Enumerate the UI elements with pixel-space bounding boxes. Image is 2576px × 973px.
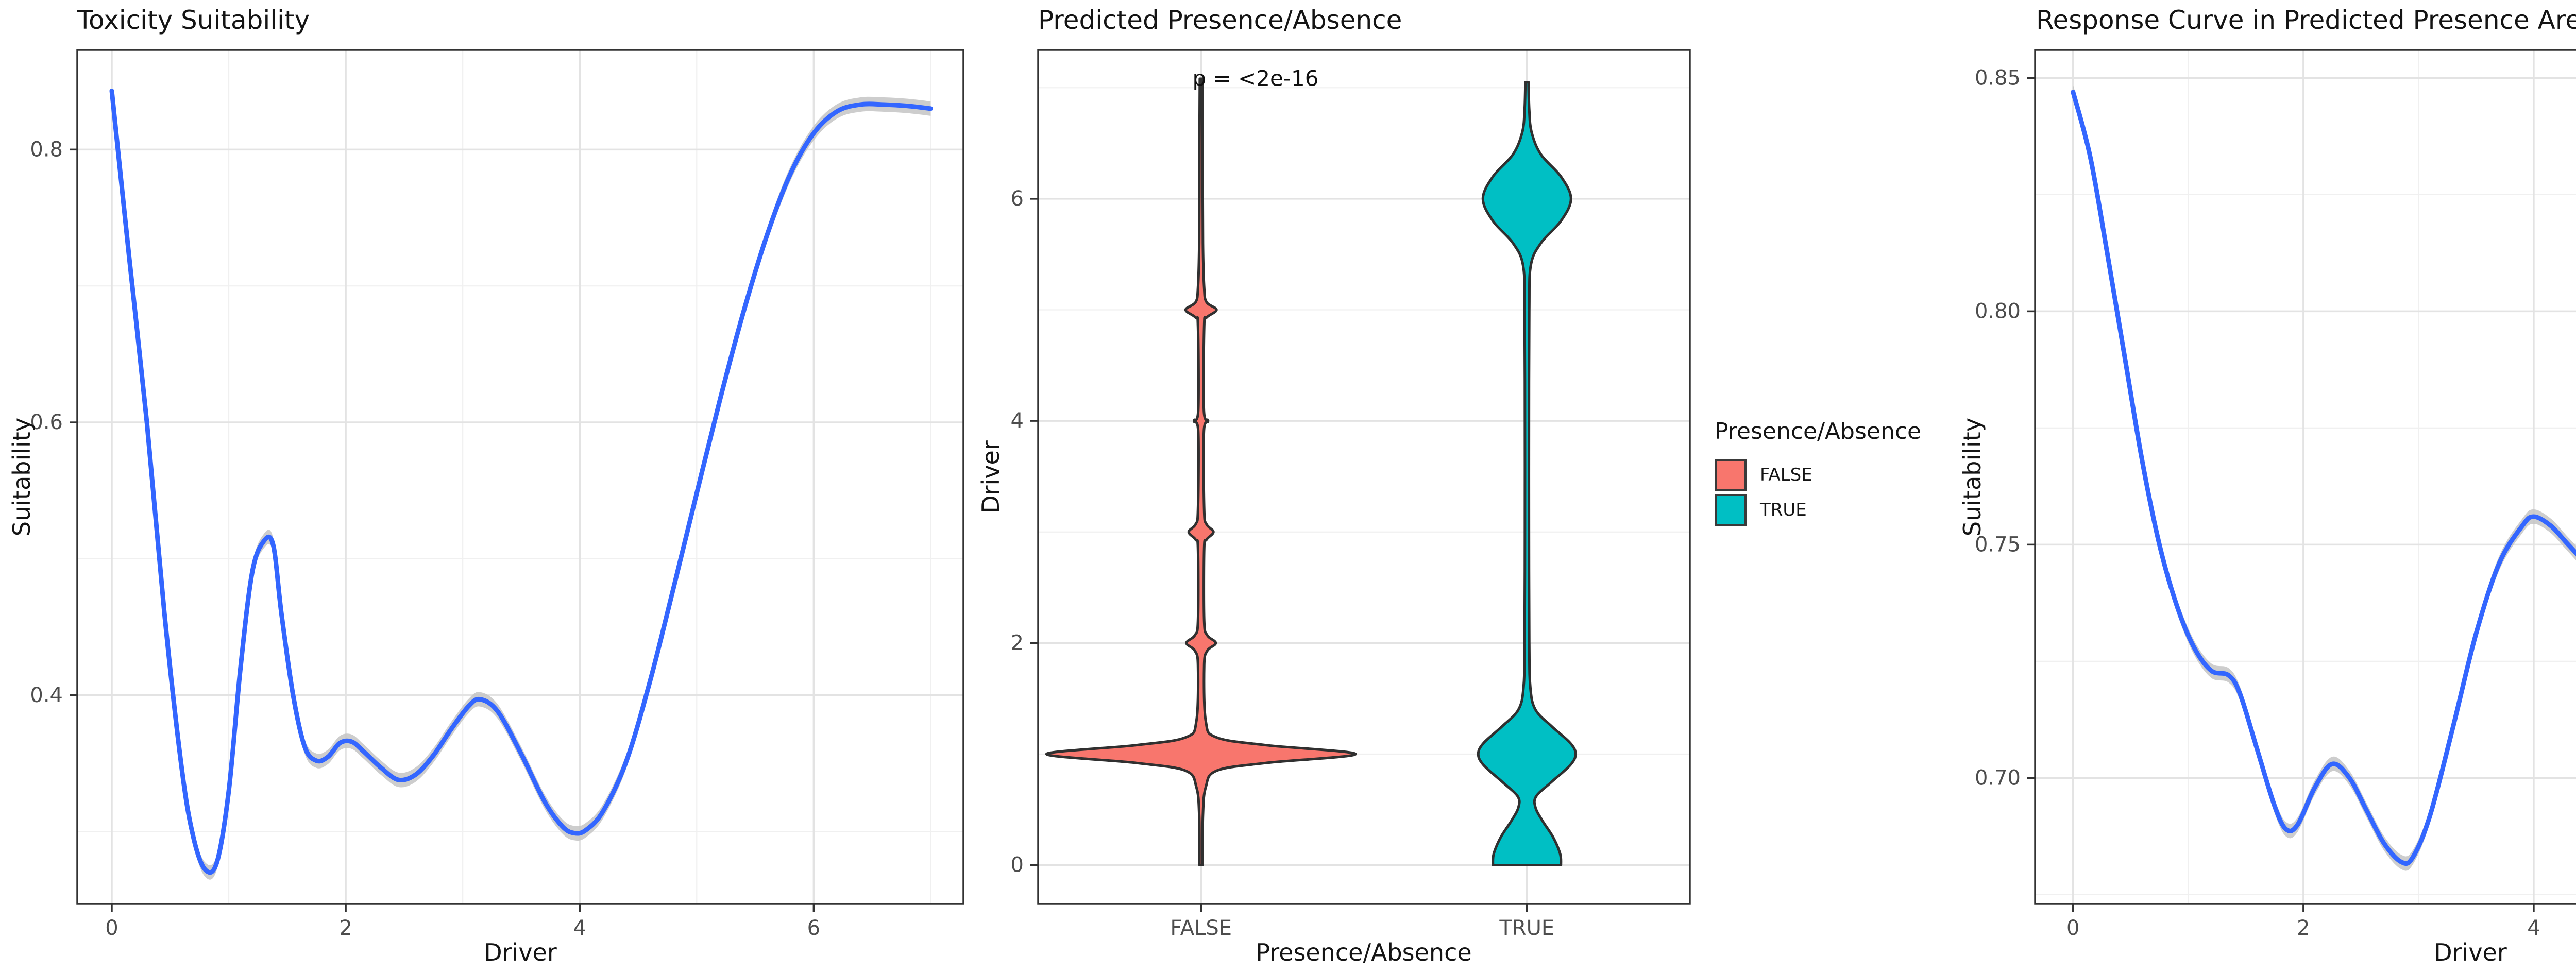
- panel2-grid: [1038, 50, 1690, 904]
- panel2-data: [1045, 77, 1577, 867]
- panel2-axes: FALSE TRUE 0 2 4 6: [1011, 187, 1555, 940]
- x-tick-label: TRUE: [1499, 916, 1554, 940]
- y-tick-label: 6: [1011, 187, 1024, 211]
- violin-true: [1477, 81, 1577, 867]
- panel1-axes: 0 2 4 6 0.4 0.6 0.8: [30, 138, 820, 940]
- x-tick-label: 0: [2066, 916, 2079, 940]
- panel1-grid: [77, 50, 963, 904]
- y-tick-label: 0: [1011, 853, 1024, 877]
- panel1-border: [76, 49, 964, 905]
- panel1-ylabel: Suitability: [8, 417, 36, 537]
- panel2-ylabel: Driver: [977, 440, 1005, 514]
- x-tick-label: 4: [2527, 916, 2540, 940]
- y-tick-label: 0.4: [30, 684, 63, 707]
- panel3-data: [2071, 84, 2576, 871]
- legend-item-label: FALSE: [1760, 465, 1812, 485]
- panel3-ylabel: Suitability: [1958, 417, 1986, 537]
- y-tick-label: 0.6: [30, 411, 63, 434]
- violin-false: [1045, 77, 1357, 867]
- y-tick-label: 0.70: [1975, 766, 2021, 790]
- panel3-grid: [2035, 50, 2576, 904]
- panel1-plot: 0 2 4 6 0.4 0.6 0.8: [30, 49, 964, 940]
- y-tick-label: 0.75: [1975, 533, 2021, 556]
- y-tick-label: 4: [1011, 409, 1024, 433]
- x-tick-label: 2: [2297, 916, 2310, 940]
- confidence-band: [2073, 84, 2576, 871]
- panel3-title: Response Curve in Predicted Presence Are…: [2036, 5, 2576, 35]
- legend-items: FALSE TRUE: [1715, 459, 1921, 529]
- x-tick-label: FALSE: [1170, 916, 1232, 940]
- p-value-annotation: p = <2e-16: [1192, 65, 1319, 91]
- legend-swatch-false: [1715, 459, 1747, 491]
- y-tick-label: 2: [1011, 631, 1024, 655]
- panel1-title: Toxicity Suitability: [77, 5, 310, 35]
- panel3-border: [2034, 49, 2576, 905]
- y-tick-label: 0.85: [1975, 66, 2021, 90]
- legend-item-label: TRUE: [1760, 500, 1807, 520]
- legend-swatch-true: [1715, 494, 1747, 526]
- x-tick-label: 2: [339, 916, 352, 940]
- panel1-xlabel: Driver: [484, 938, 557, 966]
- panel2-plot: FALSE TRUE 0 2 4 6: [1011, 49, 1691, 940]
- panel1-data: [109, 83, 933, 880]
- legend-title: Presence/Absence: [1715, 418, 1922, 445]
- panel2-border: [1037, 49, 1691, 905]
- panel2-title: Predicted Presence/Absence: [1038, 5, 1402, 35]
- y-tick-label: 0.8: [30, 138, 63, 161]
- response-curve: [109, 88, 933, 875]
- panel3-xlabel: Driver: [2434, 938, 2507, 966]
- legend-item-true: TRUE: [1715, 494, 1921, 526]
- confidence-band: [111, 83, 931, 880]
- x-tick-label: 4: [573, 916, 586, 940]
- legend-item-false: FALSE: [1715, 459, 1921, 491]
- legend: Presence/Absence FALSE TRUE: [1715, 418, 1921, 529]
- x-tick-label: 6: [807, 916, 820, 940]
- y-tick-label: 0.80: [1975, 299, 2021, 323]
- response-curve: [2071, 90, 2576, 866]
- x-tick-label: 0: [105, 916, 118, 940]
- panel2-xlabel: Presence/Absence: [1256, 938, 1472, 966]
